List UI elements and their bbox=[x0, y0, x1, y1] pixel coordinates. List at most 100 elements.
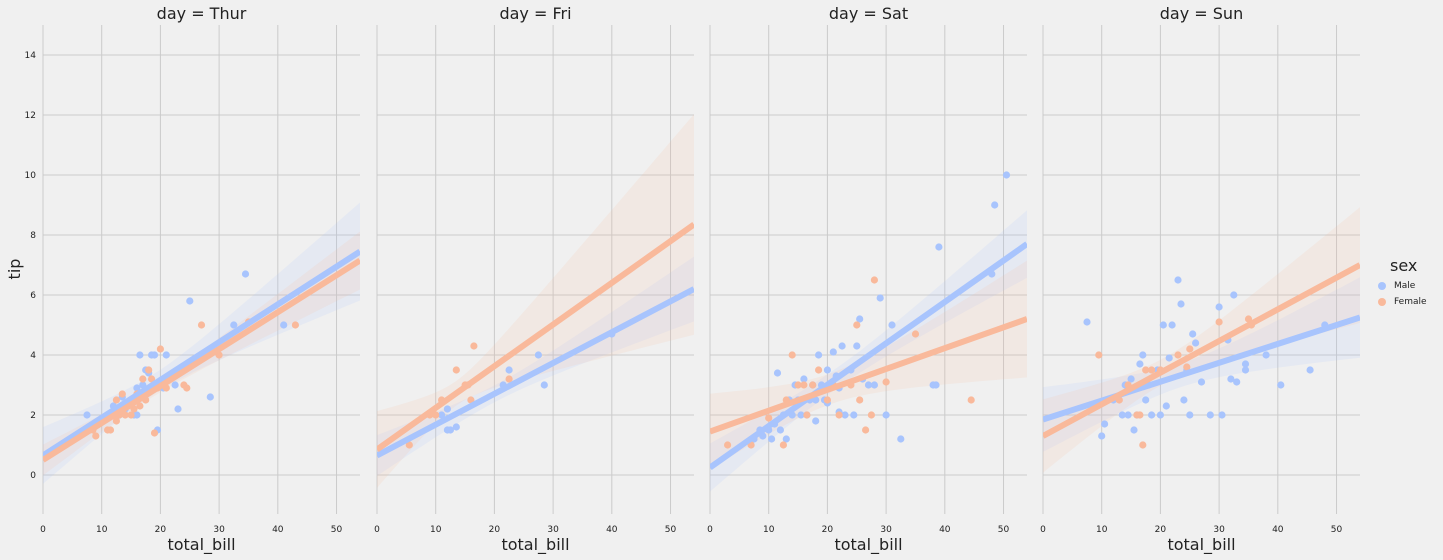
scatter-point-male bbox=[841, 411, 849, 419]
scatter-point-female bbox=[1215, 318, 1223, 326]
regression-line-female bbox=[710, 316, 1027, 435]
scatter-point-female bbox=[867, 411, 876, 419]
regression-line-female bbox=[377, 222, 694, 452]
confidence-band-male bbox=[710, 210, 1027, 492]
scatter-point-male bbox=[768, 435, 776, 443]
y-tick-label: 10 bbox=[25, 171, 37, 181]
scatter-point-male bbox=[1098, 432, 1106, 440]
scatter-point-female bbox=[505, 375, 513, 383]
scatter-point-male bbox=[438, 411, 446, 419]
scatter-point-female bbox=[470, 342, 478, 350]
scatter-point-female bbox=[862, 426, 870, 434]
panel-title: day = Fri bbox=[499, 4, 571, 23]
scatter-point-female bbox=[150, 429, 159, 437]
x-tick-label: 30 bbox=[880, 525, 892, 535]
scatter-point-female bbox=[1174, 351, 1182, 359]
scatter-point-male bbox=[782, 435, 790, 443]
x-tick-label: 50 bbox=[331, 525, 343, 535]
scatter-point-female bbox=[112, 417, 120, 425]
scatter-point-male bbox=[534, 351, 543, 359]
scatter-point-female bbox=[724, 441, 732, 449]
x-tick-label: 40 bbox=[1272, 525, 1284, 535]
y-tick-label: 0 bbox=[30, 471, 36, 481]
scatter-point-female bbox=[870, 276, 879, 284]
scatter-point-male bbox=[1230, 291, 1238, 299]
y-tick-label: 2 bbox=[30, 411, 36, 421]
scatter-point-male bbox=[1136, 360, 1144, 368]
scatter-point-female bbox=[803, 411, 811, 419]
scatter-point-male bbox=[864, 381, 873, 389]
y-tick-label: 14 bbox=[25, 51, 37, 61]
scatter-point-male bbox=[1186, 411, 1194, 419]
facet-panel-3: 0 10 20 30 40 50 day = Sat total_bill bbox=[707, 4, 1027, 555]
scatter-point-female bbox=[432, 411, 440, 419]
x-axis-label: total_bill bbox=[834, 535, 902, 555]
scatter-point-male bbox=[1215, 303, 1223, 311]
scatter-point-male bbox=[935, 243, 943, 251]
scatter-point-female bbox=[1142, 366, 1150, 374]
x-axis-label: total_bill bbox=[1167, 535, 1235, 555]
scatter-point-male bbox=[1124, 411, 1132, 419]
scatter-point-male bbox=[186, 297, 194, 305]
scatter-point-male bbox=[1130, 426, 1138, 434]
scatter-point-female bbox=[815, 366, 823, 374]
scatter-point-male bbox=[540, 381, 548, 389]
x-tick-label: 0 bbox=[40, 525, 46, 535]
y-tick-label: 4 bbox=[30, 351, 36, 361]
scatter-point-male bbox=[1127, 375, 1135, 383]
scatter-point-male bbox=[1306, 366, 1314, 374]
x-tick-label: 40 bbox=[272, 525, 284, 535]
scatter-point-female bbox=[800, 381, 808, 389]
regression-line-male bbox=[377, 286, 694, 459]
scatter-point-male bbox=[1168, 321, 1176, 329]
scatter-point-male bbox=[230, 321, 238, 329]
scatter-point-female bbox=[1148, 366, 1156, 374]
regression-line-male bbox=[43, 248, 360, 459]
scatter-point-male bbox=[1083, 318, 1091, 326]
scatter-point-male bbox=[876, 294, 884, 302]
scatter-point-male bbox=[1156, 411, 1164, 419]
scatter-point-male bbox=[1277, 381, 1285, 389]
scatter-point-female bbox=[1183, 363, 1191, 371]
scatter-point-male bbox=[452, 423, 460, 431]
x-tick-label: 50 bbox=[1331, 525, 1343, 535]
scatter-point-male bbox=[162, 351, 170, 359]
scatter-point-male bbox=[241, 270, 250, 278]
scatter-point-male bbox=[870, 381, 879, 389]
scatter-point-male bbox=[1233, 378, 1241, 386]
scatter-point-male bbox=[171, 381, 179, 389]
x-tick-label: 30 bbox=[213, 525, 225, 535]
scatter-point-male bbox=[83, 411, 91, 419]
x-tick-label: 20 bbox=[1155, 525, 1167, 535]
scatter-point-female bbox=[156, 345, 164, 353]
scatter-point-male bbox=[1142, 396, 1150, 404]
scatter-point-female bbox=[856, 396, 864, 404]
scatter-point-female bbox=[148, 375, 156, 383]
scatter-point-male bbox=[1159, 321, 1167, 329]
confidence-band-male bbox=[1043, 277, 1360, 452]
scatter-point-male bbox=[897, 435, 905, 443]
confidence-band-female bbox=[710, 260, 1027, 470]
x-tick-label: 50 bbox=[665, 525, 677, 535]
confidence-band-male bbox=[43, 202, 360, 484]
scatter-point-female bbox=[794, 381, 802, 389]
facet-panel-4: 0 10 20 30 40 50 day = Sun total_bill bbox=[1040, 4, 1360, 555]
legend-label-female: Female bbox=[1394, 297, 1427, 307]
x-tick-label: 10 bbox=[763, 525, 775, 535]
y-tick-label: 12 bbox=[25, 111, 36, 121]
scatter-point-female bbox=[136, 402, 144, 410]
regression-line-female bbox=[1043, 262, 1360, 439]
scatter-point-male bbox=[1241, 366, 1250, 374]
panel-title: day = Thur bbox=[157, 4, 247, 23]
scatter-point-male bbox=[206, 393, 214, 401]
x-tick-label: 20 bbox=[489, 525, 501, 535]
regression-line-male bbox=[1043, 314, 1360, 423]
legend-swatch-female bbox=[1378, 298, 1386, 306]
scatter-point-male bbox=[1177, 300, 1185, 308]
scatter-point-male bbox=[1262, 351, 1270, 359]
scatter-point-female bbox=[118, 390, 126, 398]
scatter-point-male bbox=[1227, 375, 1235, 383]
x-tick-label: 50 bbox=[998, 525, 1010, 535]
scatter-point-male bbox=[850, 411, 858, 419]
